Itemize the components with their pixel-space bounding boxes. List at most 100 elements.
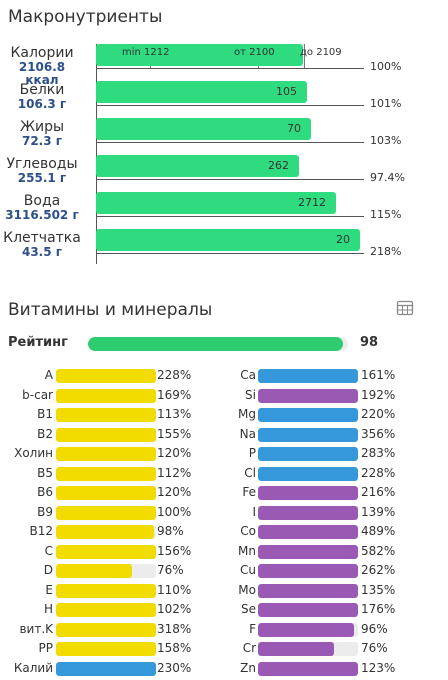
macro-unit: ккал xyxy=(25,73,59,87)
macro-name-2: Жиры 72.3 г xyxy=(2,120,82,148)
nutrient-bar-fill xyxy=(56,603,156,617)
nutrient-percent: 220% xyxy=(361,407,396,421)
table-view-icon[interactable] xyxy=(396,299,414,317)
macro-amount: 106.3 г xyxy=(17,97,67,111)
macro-baseline xyxy=(96,179,364,180)
nutrient-percent: 120% xyxy=(157,485,192,499)
macro-label: Углеводы xyxy=(6,156,78,172)
nutrient-label: P xyxy=(248,446,256,460)
nutrient-bar xyxy=(56,447,156,461)
nutrient-bar xyxy=(258,447,358,461)
nutrient-bar-fill xyxy=(258,369,358,383)
macro-label: Калории xyxy=(10,45,74,61)
nutrient-bar-fill xyxy=(258,545,358,559)
macro-baseline xyxy=(96,253,364,254)
nutrient-label: I xyxy=(252,505,256,519)
nutrient-label: Cl xyxy=(244,466,256,480)
nutrient-percent: 489% xyxy=(361,524,396,538)
macro-name-0: Калории 2106.8 ккал xyxy=(2,46,82,87)
nutrient-bar-fill xyxy=(258,486,358,500)
nutrient-bar-fill xyxy=(258,506,358,520)
nutrient-bar xyxy=(56,486,156,500)
macro-label: Белки xyxy=(19,82,65,98)
nutrient-percent: 110% xyxy=(157,583,192,597)
nutrient-label: Co xyxy=(240,524,256,538)
nutrient-percent: 582% xyxy=(361,544,396,558)
nutrient-label: B6 xyxy=(37,485,53,499)
nutrient-label: Fe xyxy=(242,485,256,499)
nutrient-percent: 230% xyxy=(157,661,192,675)
nutrient-bar-fill xyxy=(56,545,156,559)
nutrient-percent: 262% xyxy=(361,563,396,577)
nutrient-percent: 113% xyxy=(157,407,192,421)
nutrient-bar-fill xyxy=(56,428,156,442)
macro-label: Клетчатка xyxy=(3,230,81,246)
nutrient-percent: 356% xyxy=(361,427,396,441)
nutrient-percent: 216% xyxy=(361,485,396,499)
nutrient-bar xyxy=(258,584,358,598)
nutrient-percent: 76% xyxy=(157,563,184,577)
nutrient-bar xyxy=(56,408,156,422)
macro-label: Вода xyxy=(23,193,61,209)
macro-name-3: Углеводы 255.1 г xyxy=(2,157,82,185)
nutrient-label: Mn xyxy=(238,544,256,558)
nutrient-bar-fill xyxy=(258,662,358,676)
nutrient-bar-fill xyxy=(56,642,156,656)
nutrient-bar-fill xyxy=(258,642,334,656)
nutrient-bar-fill xyxy=(56,525,154,539)
nutrient-percent: 112% xyxy=(157,466,192,480)
macro-amount: 43.5 г xyxy=(21,245,63,259)
nutrient-bar xyxy=(258,564,358,578)
macro-axis xyxy=(96,44,97,264)
nutrient-bar xyxy=(258,408,358,422)
nutrient-bar xyxy=(56,369,156,383)
nutrient-label: Zn xyxy=(240,661,256,675)
macro-bar-0 xyxy=(96,44,303,66)
macros-title: Макронутриенты xyxy=(8,7,163,27)
macro-name-1: Белки 106.3 г xyxy=(2,83,82,111)
nutrient-bar xyxy=(258,369,358,383)
nutrient-label: Si xyxy=(245,388,256,402)
rating-label: Рейтинг xyxy=(8,335,68,350)
macro-percent: 100% xyxy=(370,60,402,73)
nutrient-label: PP xyxy=(38,641,53,655)
macro-bar-3: 262 xyxy=(96,155,299,177)
nutrient-percent: 120% xyxy=(157,446,192,460)
nutrient-label: Mg xyxy=(238,407,256,421)
macro-percent: 103% xyxy=(370,134,402,147)
nutrient-bar-fill xyxy=(56,389,156,403)
nutrient-percent: 169% xyxy=(157,388,192,402)
nutrient-bar-fill xyxy=(258,564,358,578)
nutrient-label: B9 xyxy=(37,505,53,519)
nutrient-label: Ca xyxy=(240,368,256,382)
nutrient-bar xyxy=(56,428,156,442)
nutrient-label: Cu xyxy=(240,563,256,577)
macro-bar-value: 70 xyxy=(287,122,301,135)
nutrient-bar-fill xyxy=(258,603,358,617)
macro-marker-to: до 2109 xyxy=(300,47,342,58)
nutrient-bar xyxy=(258,506,358,520)
nutrient-bar xyxy=(258,525,358,539)
nutrient-bar-fill xyxy=(258,428,358,442)
nutrient-bar-fill xyxy=(56,447,156,461)
macro-amount: 2106.8 xyxy=(18,60,66,74)
macro-bar-4: 2712 xyxy=(96,192,336,214)
nutrient-bar xyxy=(258,428,358,442)
nutrient-bar xyxy=(56,623,156,637)
nutrient-percent: 283% xyxy=(361,446,396,460)
nutrient-percent: 98% xyxy=(157,524,184,538)
nutrient-label: Калий xyxy=(13,661,53,675)
nutrient-percent: 228% xyxy=(157,368,192,382)
nutrient-bar xyxy=(56,584,156,598)
nutrient-label: Na xyxy=(239,427,256,441)
nutrient-label: C xyxy=(44,544,53,558)
macro-label: Жиры xyxy=(19,119,65,135)
nutrient-percent: 318% xyxy=(157,622,192,636)
nutrient-percent: 158% xyxy=(157,641,192,655)
macro-baseline xyxy=(96,142,364,143)
nutrient-label: B12 xyxy=(29,524,53,538)
nutrient-label: вит.K xyxy=(19,622,53,636)
nutrient-label: A xyxy=(44,368,53,382)
macro-amount: 3116.502 г xyxy=(5,208,79,222)
nutrient-bar xyxy=(56,642,156,656)
